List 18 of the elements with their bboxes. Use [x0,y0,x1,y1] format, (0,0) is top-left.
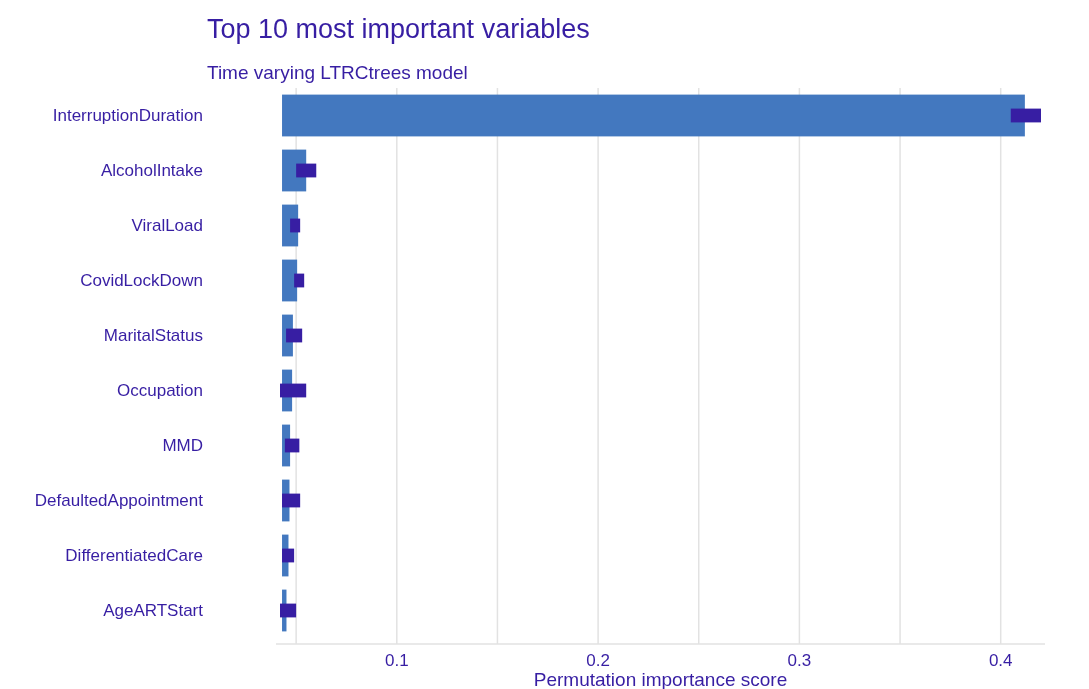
x-tick-label: 0.3 [787,651,812,670]
y-tick-label: DefaultedAppointment [34,491,204,511]
x-tick-label: 0.4 [988,651,1013,670]
chart-title: Top 10 most important variables [207,14,590,44]
y-tick-label: AgeARTStart [103,601,204,621]
y-tick-label: InterruptionDuration [52,106,203,126]
chart-subtitle: Time varying LTRCtrees model [207,62,468,83]
y-tick-label: MaritalStatus [103,326,203,346]
x-tick-label: 0.1 [384,651,409,670]
y-tick-label: CovidLockDown [80,271,203,291]
bar [282,259,298,302]
y-tick-label: Occupation [117,381,203,401]
y-tick-label: ViralLoad [131,216,203,236]
bar [282,94,1025,137]
y-tick-label: AlcoholIntake [100,161,203,181]
y-tick-label: MMD [162,436,203,456]
x-tick-label: 0.2 [586,651,610,670]
y-tick-label: DifferentiatedCare [65,546,203,566]
